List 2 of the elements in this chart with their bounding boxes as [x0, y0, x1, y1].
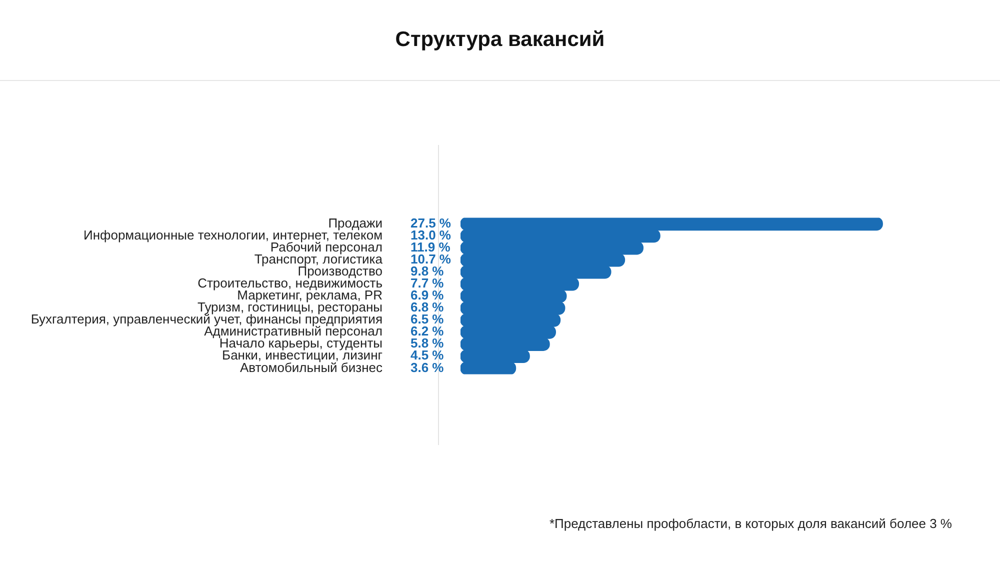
chart-title: Структура вакансий: [394, 28, 606, 52]
text: *Представлены профобласти, в которых доля вакансий более 3 %: [549, 516, 952, 531]
